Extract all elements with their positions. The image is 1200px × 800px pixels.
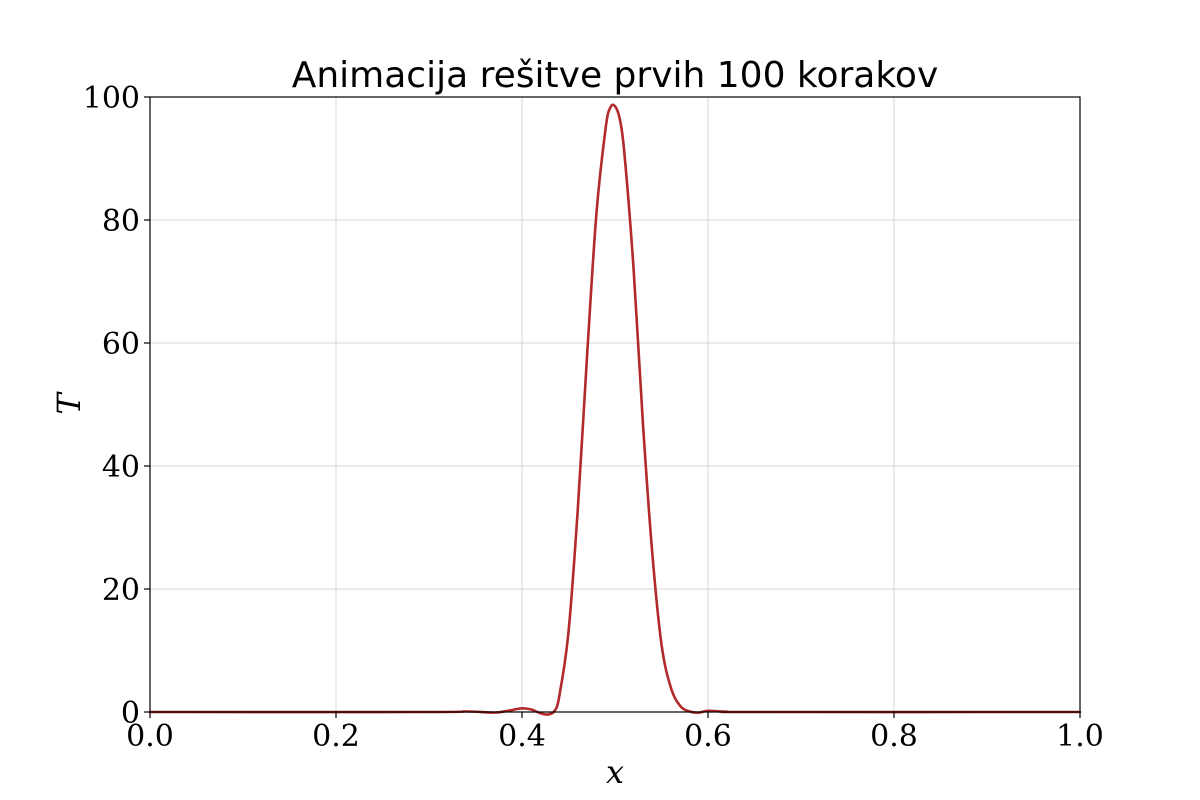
x-tick-label: 1.0 [1056, 719, 1104, 754]
y-tick-label: 80 [102, 204, 140, 239]
plot-frame [149, 96, 1081, 713]
series-line-0 [148, 103, 1082, 716]
y-axis: 0 20 40 60 80 100 [83, 81, 150, 731]
x-axis-label: x [606, 753, 624, 791]
x-tick-label: 0.0 [126, 719, 174, 754]
grid [149, 96, 1081, 713]
chart-title: Animacija rešitve prvih 100 korakov [292, 55, 939, 96]
x-tick-label: 0.6 [684, 719, 732, 754]
y-tick-label: 60 [102, 327, 140, 362]
y-axis-label: T [50, 391, 88, 415]
x-axis: 0.0 0.2 0.4 0.6 0.8 1.0 [126, 712, 1104, 754]
y-tick-label: 40 [102, 450, 140, 485]
x-tick-label: 0.4 [498, 719, 546, 754]
y-tick-label: 0 [121, 696, 140, 731]
y-tick-label: 20 [102, 573, 140, 608]
y-tick-label: 100 [83, 81, 140, 116]
plot-series [148, 103, 1082, 716]
x-tick-label: 0.8 [870, 719, 918, 754]
x-tick-label: 0.2 [312, 719, 360, 754]
